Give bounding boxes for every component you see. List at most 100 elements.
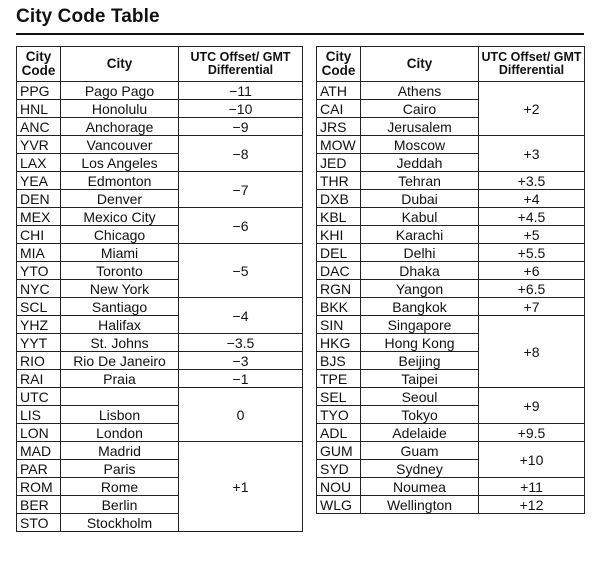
city-name-cell: Edmonton bbox=[60, 171, 179, 190]
city-name-cell: Miami bbox=[60, 243, 179, 262]
utc-offset-cell: +8 bbox=[478, 315, 585, 388]
city-code-cell: JRS bbox=[316, 117, 361, 136]
utc-offset-cell: −3 bbox=[178, 351, 303, 370]
table-row: MOW Moscow +3 bbox=[316, 135, 585, 172]
utc-offset-cell: +3 bbox=[478, 135, 585, 172]
city-name-cell: Dhaka bbox=[360, 261, 479, 280]
utc-offset-cell: +1 bbox=[178, 441, 303, 532]
utc-offset-cell: +6.5 bbox=[478, 279, 585, 298]
city-name-cell: Taipei bbox=[360, 369, 479, 388]
utc-offset-cell: −11 bbox=[178, 81, 303, 100]
table-header-row: City Code City UTC Offset/ GMT Different… bbox=[316, 46, 585, 82]
table-row: PPG Pago Pago −11 bbox=[16, 81, 303, 100]
page-title: City Code Table bbox=[16, 6, 160, 27]
city-name-cell: Sydney bbox=[360, 459, 479, 478]
city-code-table-left: City Code City UTC Offset/ GMT Different… bbox=[16, 46, 303, 532]
city-name-cell: Rio De Janeiro bbox=[60, 351, 179, 370]
city-code-cell: NOU bbox=[316, 477, 361, 496]
city-code-cell: TPE bbox=[316, 369, 361, 388]
utc-offset-cell: +11 bbox=[478, 477, 585, 496]
table-row: NOU Noumea +11 bbox=[316, 477, 585, 496]
table-row: BJS Beijing bbox=[316, 351, 585, 370]
utc-offset-cell: 0 bbox=[178, 387, 303, 442]
utc-offset-cell: +6 bbox=[478, 261, 585, 280]
city-code-cell: HKG bbox=[316, 333, 361, 352]
city-name-cell: Beijing bbox=[360, 351, 479, 370]
city-code-cell: SEL bbox=[316, 387, 361, 406]
city-code-cell: KHI bbox=[316, 225, 361, 244]
city-code-cell: CAI bbox=[316, 99, 361, 118]
header-city-code: City Code bbox=[316, 46, 361, 82]
table-row: DEL Delhi +5.5 bbox=[316, 243, 585, 262]
city-code-cell: PAR bbox=[16, 459, 61, 478]
city-name-cell: Hong Kong bbox=[360, 333, 479, 352]
table-row: NYC New York bbox=[16, 279, 303, 298]
city-name-cell: Denver bbox=[60, 189, 179, 208]
table-row: MEX Mexico City −6 bbox=[16, 207, 303, 244]
city-name-cell: London bbox=[60, 423, 179, 442]
city-name-cell: Berlin bbox=[60, 495, 179, 514]
city-code-cell: TYO bbox=[316, 405, 361, 424]
city-code-cell: KBL bbox=[316, 207, 361, 226]
city-name-cell: Vancouver bbox=[60, 135, 179, 154]
city-name-cell bbox=[60, 387, 179, 406]
city-code-cell: YVR bbox=[16, 135, 61, 154]
table-row: CHI Chicago bbox=[16, 225, 303, 244]
city-code-cell: RAI bbox=[16, 369, 61, 388]
city-code-cell: BKK bbox=[316, 297, 361, 316]
city-name-cell: Bangkok bbox=[360, 297, 479, 316]
table-row: SIN Singapore +8 bbox=[316, 315, 585, 388]
table-row: RIO Rio De Janeiro −3 bbox=[16, 351, 303, 370]
city-code-cell: ADL bbox=[316, 423, 361, 442]
table-row: TYO Tokyo bbox=[316, 405, 585, 424]
table-row: YVR Vancouver −8 bbox=[16, 135, 303, 172]
city-name-cell: Singapore bbox=[360, 315, 479, 334]
utc-offset-cell: +4 bbox=[478, 189, 585, 208]
table-row: YEA Edmonton −7 bbox=[16, 171, 303, 208]
city-name-cell: Chicago bbox=[60, 225, 179, 244]
city-code-cell: MEX bbox=[16, 207, 61, 226]
table-row: LON London bbox=[16, 423, 303, 442]
city-code-cell: CHI bbox=[16, 225, 61, 244]
city-code-cell: ATH bbox=[316, 81, 361, 100]
table-row: MIA Miami −5 bbox=[16, 243, 303, 298]
table-header-row: City Code City UTC Offset/ GMT Different… bbox=[16, 46, 303, 82]
city-name-cell: Mexico City bbox=[60, 207, 179, 226]
city-code-cell: RIO bbox=[16, 351, 61, 370]
city-name-cell: Praia bbox=[60, 369, 179, 388]
city-code-cell: THR bbox=[316, 171, 361, 190]
city-code-cell: ANC bbox=[16, 117, 61, 136]
city-name-cell: Pago Pago bbox=[60, 81, 179, 100]
table-row: GUM Guam +10 bbox=[316, 441, 585, 478]
city-name-cell: Delhi bbox=[360, 243, 479, 262]
city-code-cell: WLG bbox=[316, 495, 361, 514]
city-name-cell: Santiago bbox=[60, 297, 179, 316]
utc-offset-cell: −5 bbox=[178, 243, 303, 298]
city-name-cell: Kabul bbox=[360, 207, 479, 226]
table-row: DEN Denver bbox=[16, 189, 303, 208]
city-name-cell: Tehran bbox=[360, 171, 479, 190]
utc-offset-cell: −8 bbox=[178, 135, 303, 172]
city-name-cell: Athens bbox=[360, 81, 479, 100]
city-code-cell: ROM bbox=[16, 477, 61, 496]
city-code-cell: GUM bbox=[316, 441, 361, 460]
city-code-cell: PPG bbox=[16, 81, 61, 100]
city-name-cell: Noumea bbox=[360, 477, 479, 496]
city-code-cell: UTC bbox=[16, 387, 61, 406]
header-utc-offset: UTC Offset/ GMT Differential bbox=[478, 46, 585, 82]
header-utc-offset: UTC Offset/ GMT Differential bbox=[178, 46, 303, 82]
city-code-cell: SIN bbox=[316, 315, 361, 334]
city-name-cell: Cairo bbox=[360, 99, 479, 118]
table-row: ATH Athens +2 bbox=[316, 81, 585, 136]
city-name-cell: New York bbox=[60, 279, 179, 298]
table-row: BKK Bangkok +7 bbox=[316, 297, 585, 316]
table-row: RAI Praia −1 bbox=[16, 369, 303, 388]
table-row: MAD Madrid +1 bbox=[16, 441, 303, 532]
city-name-cell: Los Angeles bbox=[60, 153, 179, 172]
utc-offset-cell: +5.5 bbox=[478, 243, 585, 262]
city-name-cell: Karachi bbox=[360, 225, 479, 244]
table-row: RGN Yangon +6.5 bbox=[316, 279, 585, 298]
city-code-cell: BJS bbox=[316, 351, 361, 370]
utc-offset-cell: +2 bbox=[478, 81, 585, 136]
utc-offset-cell: +4.5 bbox=[478, 207, 585, 226]
